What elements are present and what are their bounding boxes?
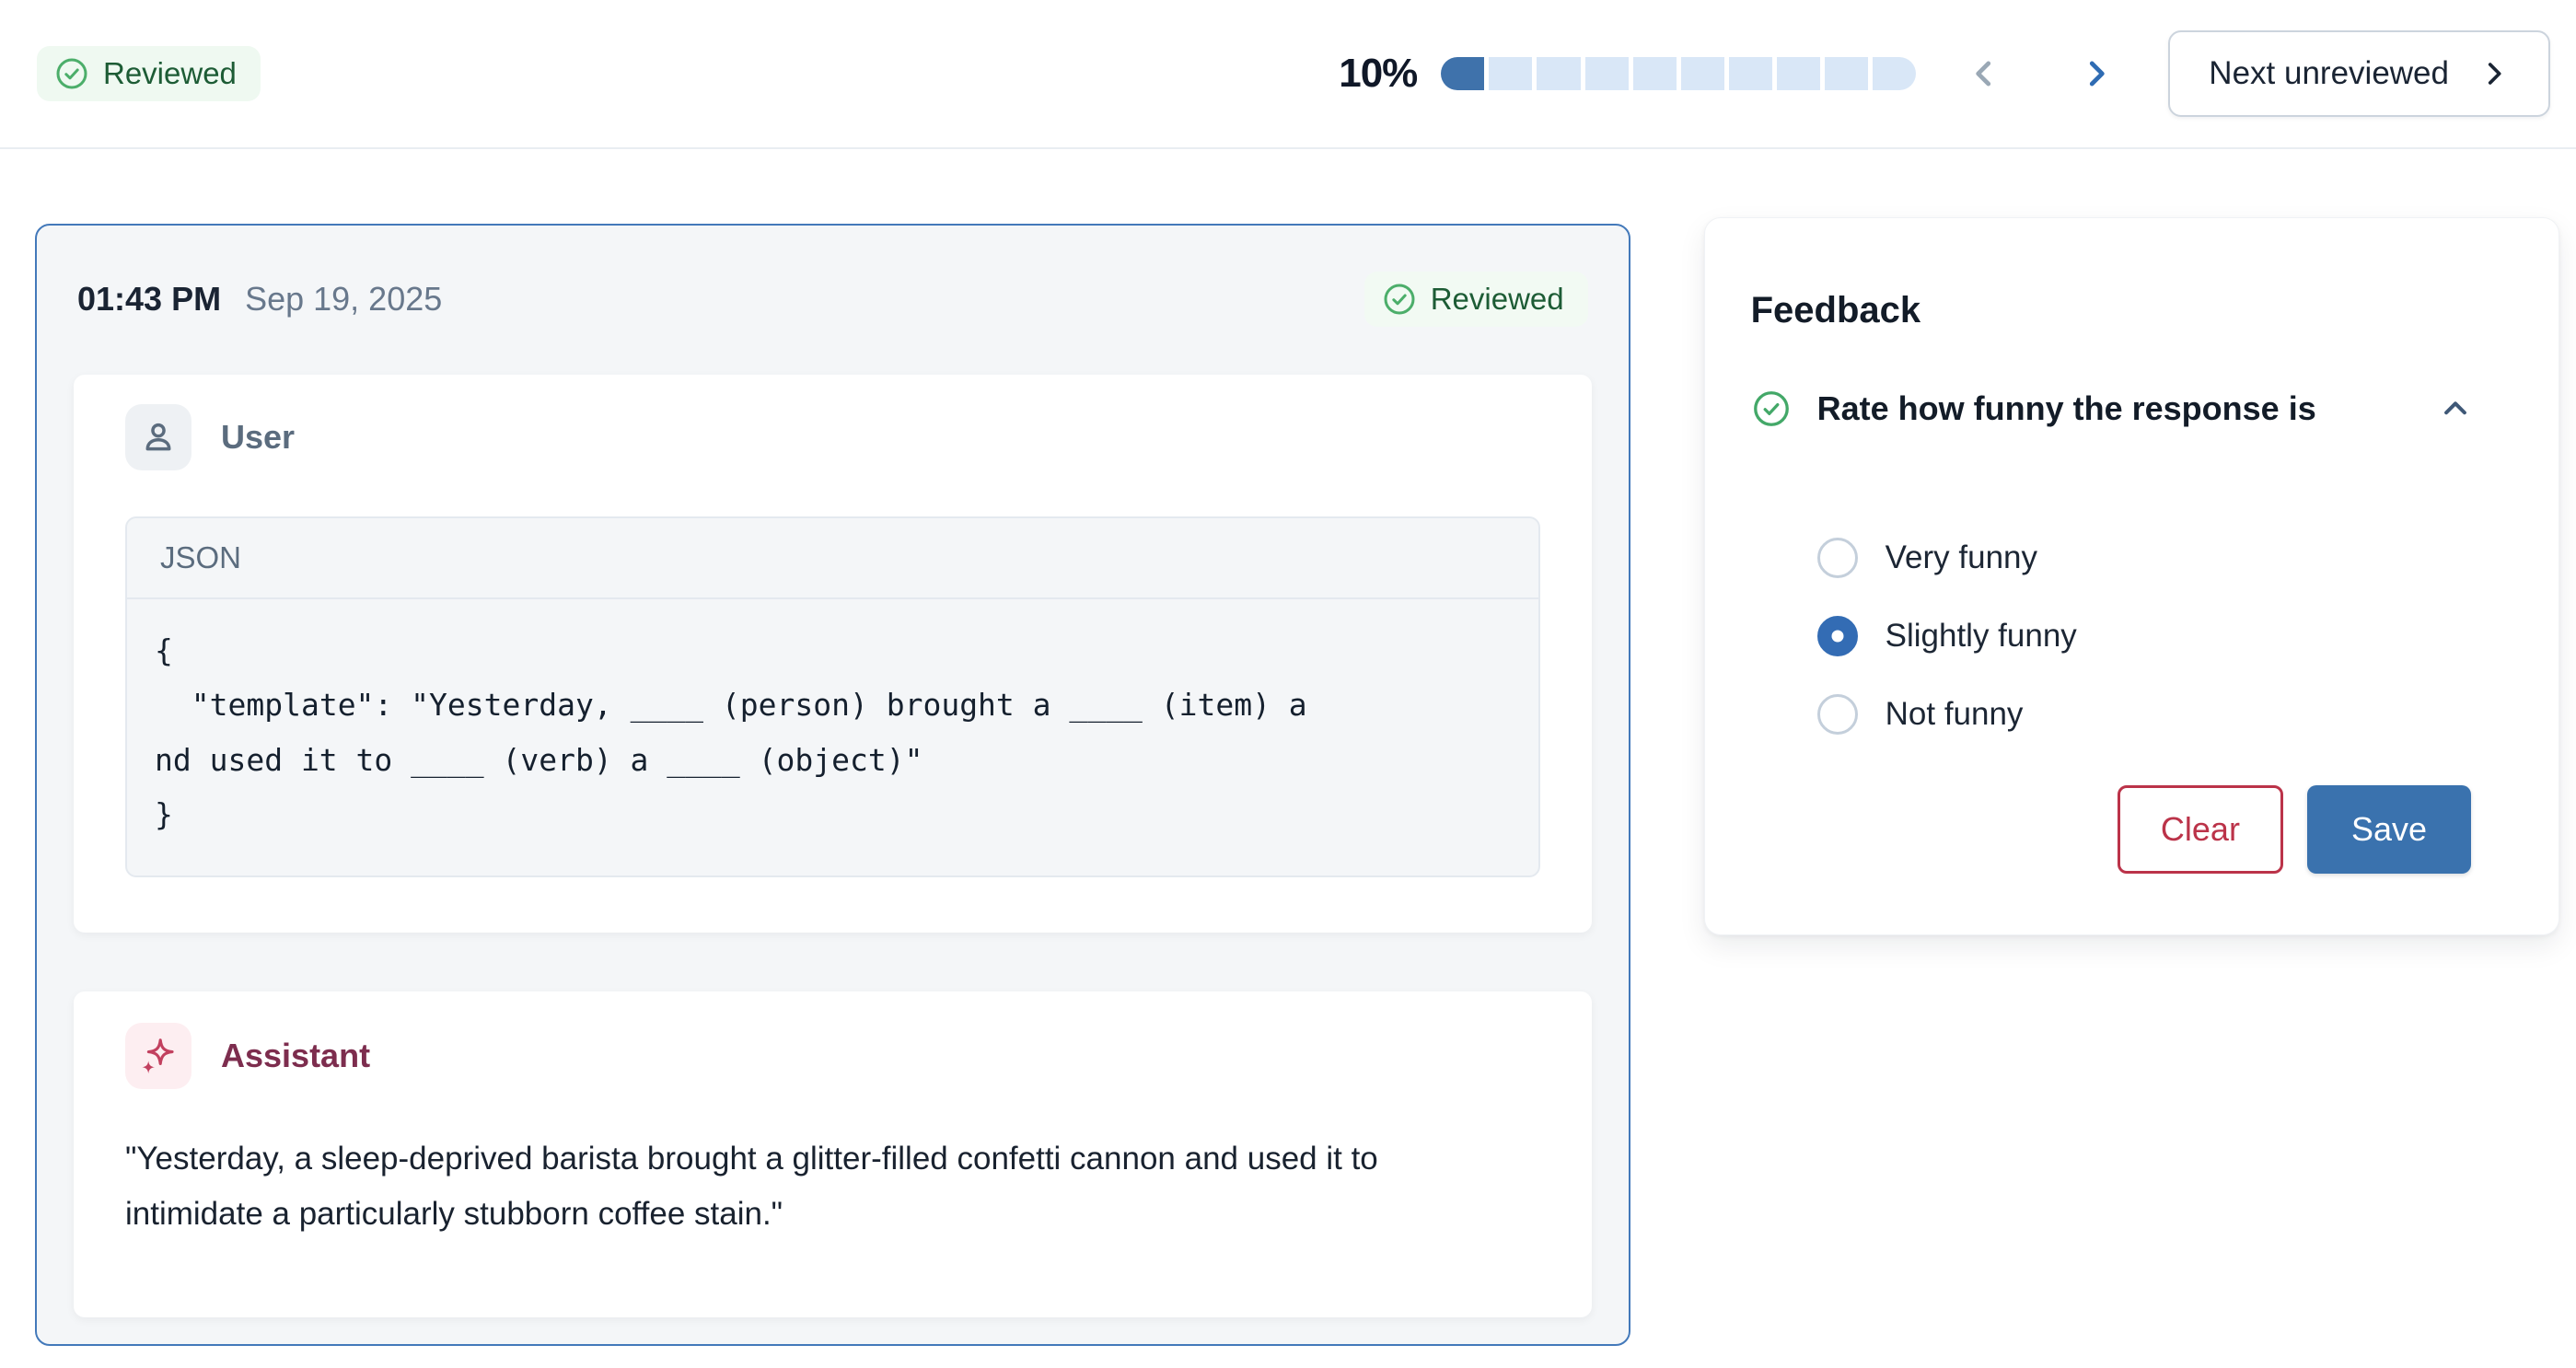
radio-icon[interactable] xyxy=(1816,538,1858,578)
timestamp-time: 01:43 PM xyxy=(77,280,222,318)
next-unreviewed-button[interactable]: Next unreviewed xyxy=(2168,30,2550,117)
progress-segment xyxy=(1776,57,1821,90)
feedback-question-label: Rate how funny the response is xyxy=(1816,389,2316,427)
radio-icon[interactable] xyxy=(1816,694,1858,735)
chevron-right-icon xyxy=(2488,63,2501,85)
progress-segment xyxy=(1825,57,1869,90)
rating-options: Very funny Slightly funny Not funny xyxy=(1816,538,2471,735)
feedback-question-header[interactable]: Rate how funny the response is xyxy=(1751,388,2471,429)
clear-button[interactable]: Clear xyxy=(2117,785,2283,874)
code-content: { "template": "Yesterday, ____ (person) … xyxy=(155,632,1307,833)
timestamp: 01:43 PM Sep 19, 2025 xyxy=(77,280,442,319)
review-status-label: Reviewed xyxy=(103,56,237,90)
user-role-label: User xyxy=(221,418,296,456)
conversation-card: 01:43 PM Sep 19, 2025 Reviewed xyxy=(35,224,1630,1346)
json-code-block: JSON { "template": "Yesterday, ____ (per… xyxy=(125,516,1540,877)
chevron-right-icon xyxy=(2090,61,2106,87)
timestamp-date: Sep 19, 2025 xyxy=(245,280,443,318)
check-circle-icon xyxy=(56,58,87,89)
assistant-message-card: Assistant "Yesterday, a sleep-deprived b… xyxy=(74,991,1592,1317)
chevron-left-icon xyxy=(1976,61,1991,87)
radio-option-slightly-funny[interactable]: Slightly funny xyxy=(1816,616,2471,656)
check-circle-icon xyxy=(1753,391,1789,426)
assistant-role-label: Assistant xyxy=(221,1036,371,1074)
next-unreviewed-label: Next unreviewed xyxy=(2209,55,2449,91)
radio-option-very-funny[interactable]: Very funny xyxy=(1816,538,2471,578)
radio-option-label[interactable]: Very funny xyxy=(1885,539,2038,575)
review-status-badge: Reviewed xyxy=(37,46,261,101)
card-review-status-label: Reviewed xyxy=(1430,282,1564,316)
progress-segment xyxy=(1680,57,1724,90)
radio-option-label[interactable]: Slightly funny xyxy=(1885,618,2077,654)
previous-button[interactable] xyxy=(1960,50,2008,98)
sparkles-icon xyxy=(142,1038,174,1073)
assistant-response-text: "Yesterday, a sleep-deprived barista bro… xyxy=(125,1140,1378,1232)
feedback-title: Feedback xyxy=(1750,290,1921,330)
assistant-avatar xyxy=(125,1022,191,1089)
progress-bar xyxy=(1441,57,1917,90)
check-circle-icon xyxy=(1384,284,1415,315)
progress-segment xyxy=(1537,57,1581,90)
progress-segment xyxy=(1873,57,1917,90)
progress-group: 10% Next unreviewed xyxy=(1339,30,2550,117)
next-button[interactable] xyxy=(2072,50,2120,98)
radio-option-not-funny[interactable]: Not funny xyxy=(1816,694,2471,735)
code-language-label: JSON xyxy=(160,540,242,574)
user-role-row: User xyxy=(125,404,1540,470)
card-review-status-badge: Reviewed xyxy=(1363,272,1588,327)
progress-segment xyxy=(1728,57,1772,90)
progress-percent: 10% xyxy=(1339,51,1418,96)
code-language-header: JSON xyxy=(127,518,1538,599)
save-button[interactable]: Save xyxy=(2306,785,2471,874)
radio-icon[interactable] xyxy=(1816,616,1858,656)
feedback-actions: Clear Save xyxy=(1751,785,2471,874)
progress-segment xyxy=(1489,57,1533,90)
chevron-up-icon[interactable] xyxy=(2440,393,2471,424)
person-icon xyxy=(145,423,171,451)
assistant-role-row: Assistant xyxy=(125,1022,1540,1089)
radio-option-label[interactable]: Not funny xyxy=(1885,696,2024,732)
progress-segment-filled xyxy=(1441,57,1485,90)
top-bar: Reviewed 10% Next unreviewed xyxy=(0,0,2576,149)
progress-segment xyxy=(1584,57,1629,90)
main-content: 01:43 PM Sep 19, 2025 Reviewed xyxy=(0,149,2576,1346)
feedback-panel: Feedback Rate how funny the response is … xyxy=(1703,217,2559,935)
user-message-card: User JSON { "template": "Yesterday, ____… xyxy=(74,375,1592,933)
progress-segment xyxy=(1632,57,1677,90)
conversation-card-header: 01:43 PM Sep 19, 2025 Reviewed xyxy=(37,226,1629,327)
user-avatar xyxy=(125,404,191,470)
